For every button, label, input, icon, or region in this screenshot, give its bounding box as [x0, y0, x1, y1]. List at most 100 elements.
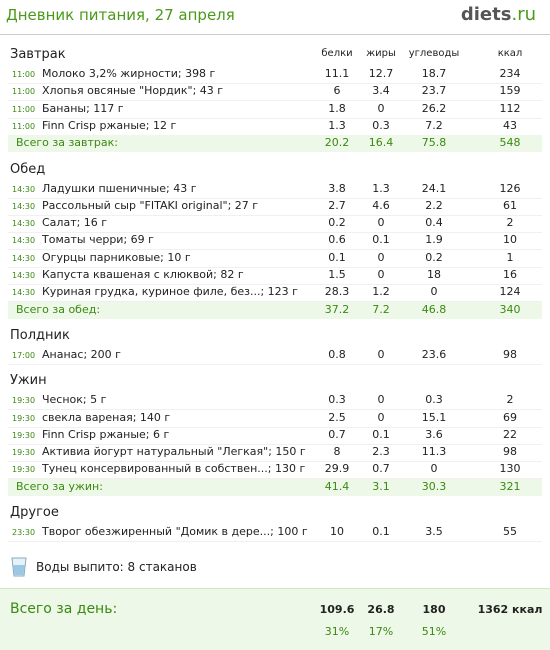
- entry-value: 18: [427, 268, 441, 281]
- section-title: Другое: [10, 505, 59, 520]
- entry-value: 1: [506, 250, 514, 264]
- entry-value: 43: [503, 118, 517, 132]
- row-divider: [8, 461, 542, 463]
- section-total-value: 30.3: [421, 479, 447, 493]
- entry-time: 19:30: [12, 465, 36, 475]
- entry-value: 234: [499, 67, 521, 80]
- entry-name: Куриная грудка, куриное филе, без...; 12…: [42, 285, 298, 299]
- entry-value: 18.7: [421, 67, 447, 80]
- entry-value: 10: [503, 233, 517, 247]
- entry-value: 0: [377, 101, 385, 115]
- section-total-value: 41.4: [324, 479, 350, 493]
- entry-value: 0: [377, 268, 385, 281]
- entry-value: 159: [499, 84, 521, 98]
- entry-value: 0.6: [328, 233, 346, 247]
- entry-value: 1.3: [328, 118, 346, 132]
- entry-time: 19:30: [12, 413, 36, 423]
- row-divider: [8, 249, 542, 251]
- day-total-percent: 17%: [368, 625, 394, 638]
- entry-name: Активиа йогурт натуральный "Легкая"; 150…: [42, 445, 306, 459]
- entry-time: 11:00: [12, 70, 36, 79]
- entry-value: 0: [377, 216, 385, 230]
- section-total-value: 75.8: [421, 136, 447, 150]
- section-total-label: Всего за обед:: [16, 302, 101, 316]
- section-title: Обед: [10, 161, 46, 177]
- day-total-label: Всего за день:: [10, 601, 118, 617]
- row-divider: [8, 363, 542, 365]
- row-divider: [8, 409, 542, 411]
- logo-main: diets: [460, 4, 512, 25]
- entry-value: 1.8: [328, 101, 346, 115]
- entry-value: 2.5: [328, 410, 346, 424]
- column-header: белки: [321, 48, 353, 59]
- logo[interactable]: diets.ru: [461, 4, 536, 25]
- row-divider: [8, 100, 542, 102]
- header-divider: [0, 34, 550, 35]
- entry-name: Капуста квашеная с клюквой; 82 г: [42, 268, 244, 281]
- column-header: углеводы: [408, 48, 460, 59]
- entry-value: 0.1: [372, 427, 390, 441]
- entry-value: 2.7: [328, 198, 346, 212]
- entry-time: 14:30: [12, 201, 36, 211]
- entry-value: 8: [333, 445, 341, 459]
- column-header: ккал: [497, 48, 523, 59]
- entry-value: 55: [503, 525, 517, 538]
- section-total-bg: [8, 478, 542, 496]
- column-header: жиры: [366, 48, 396, 59]
- entry-value: 0: [377, 393, 385, 407]
- entry-value: 0.1: [328, 250, 346, 264]
- day-total-value: 109.6: [319, 603, 355, 616]
- day-total-percent: 51%: [421, 625, 447, 638]
- entry-value: 3.4: [372, 84, 390, 98]
- entry-value: 7.2: [425, 118, 443, 132]
- day-total-value: 26.8: [367, 603, 395, 616]
- row-divider: [8, 443, 542, 445]
- entry-value: 2: [506, 393, 514, 407]
- section-title: Полдник: [10, 327, 70, 343]
- entry-name: Finn Crisp ржаные; 6 г: [42, 427, 170, 441]
- entry-name: Finn Crisp ржаные; 12 г: [42, 118, 177, 132]
- entry-value: 23.6: [421, 347, 447, 361]
- entry-name: Ананас; 200 г: [42, 347, 121, 361]
- entry-value: 1.9: [425, 233, 443, 247]
- entry-value: 0.3: [328, 393, 346, 407]
- section-total-value: 20.2: [324, 136, 350, 150]
- day-total-box: [0, 588, 550, 650]
- day-total-value: 180: [422, 603, 446, 616]
- entry-value: 1.5: [328, 268, 346, 281]
- entry-time: 19:30: [12, 430, 36, 440]
- section-total-value: 548: [499, 136, 521, 150]
- logo-suffix: .ru: [511, 4, 536, 25]
- row-divider: [8, 214, 542, 216]
- entry-name: Хлопья овсяные "Нордик"; 43 г: [42, 84, 224, 98]
- entry-value: 0.3: [372, 118, 390, 132]
- entry-time: 14:30: [12, 253, 36, 263]
- entry-value: 0.7: [372, 462, 390, 476]
- entry-value: 112: [499, 101, 521, 115]
- entry-value: 22: [503, 427, 517, 441]
- row-divider: [8, 117, 542, 119]
- entry-value: 0.2: [328, 216, 346, 230]
- entry-name: Томаты черри; 69 г: [42, 233, 154, 247]
- entry-value: 0.8: [328, 347, 346, 361]
- entry-time: 19:30: [12, 448, 36, 458]
- day-total-value: 1362 ккал: [477, 603, 543, 616]
- section-total-value: 3.1: [372, 479, 390, 493]
- water-glass-icon: [11, 557, 27, 577]
- entry-value: 130: [499, 462, 521, 476]
- entry-value: 0: [377, 347, 385, 361]
- entry-name: Салат; 16 г: [42, 216, 108, 230]
- entry-value: 98: [503, 347, 517, 361]
- entry-value: 126: [499, 181, 521, 195]
- entry-value: 11.3: [421, 445, 447, 459]
- entry-name: Тунец консервированный в собствен...; 13…: [42, 462, 306, 476]
- entry-value: 0.1: [372, 525, 390, 538]
- row-divider: [8, 284, 542, 285]
- row-divider: [8, 426, 542, 428]
- entry-time: 14:30: [12, 271, 36, 280]
- page-title: Дневник питания, 27 апреля: [6, 6, 235, 24]
- entry-name: Огурцы парниковые; 10 г: [42, 250, 191, 264]
- entry-name: свекла вареная; 140 г: [42, 410, 171, 424]
- entry-name: Творог обезжиренный "Домик в дере...; 10…: [42, 525, 308, 538]
- entry-time: 14:30: [12, 219, 36, 229]
